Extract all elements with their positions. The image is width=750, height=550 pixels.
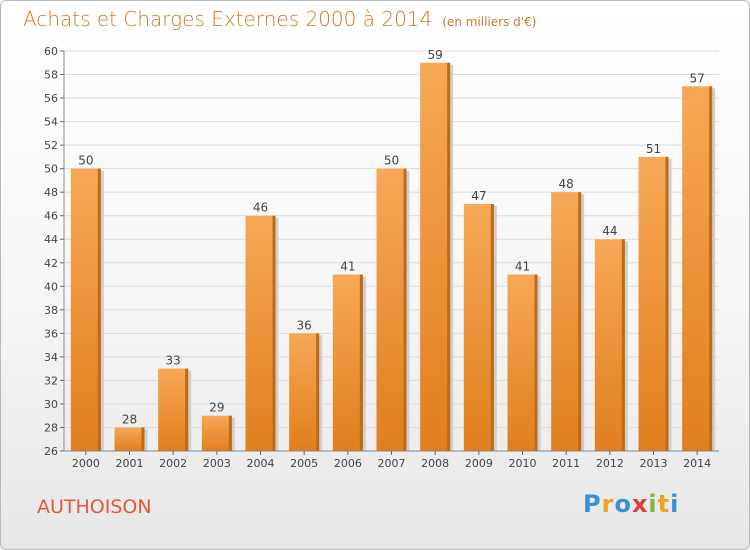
x-tick-label: 2009	[465, 457, 493, 470]
logo-letter: i	[670, 490, 680, 518]
bar-edge	[228, 415, 232, 451]
bar-edge	[665, 156, 669, 451]
chart-title: Achats et Charges Externes 2000 à 2014	[23, 7, 433, 31]
bar-edge	[97, 168, 101, 451]
bar-edge	[621, 239, 625, 451]
x-tick-label: 2006	[334, 457, 362, 470]
chart-title-block: Achats et Charges Externes 2000 à 2014 (e…	[23, 7, 536, 31]
labels: 26 28 30 32 34 36 38 40 42 44 46 48 50 52 54 56 58 60 50 20…	[44, 45, 711, 470]
bar-edge	[709, 86, 713, 451]
bar	[551, 192, 582, 452]
data-label: 59	[428, 48, 443, 62]
chart-unit: (en milliers d'€)	[442, 15, 537, 29]
y-tick-label: 44	[44, 233, 58, 246]
logo-letter: r	[601, 490, 615, 518]
y-tick-label: 52	[44, 139, 58, 152]
bar-edge	[490, 203, 494, 451]
bar	[376, 168, 407, 451]
x-tick-label: 2013	[640, 457, 668, 470]
data-label: 28	[122, 412, 137, 426]
bar-edge	[534, 274, 538, 451]
x-tick-label: 2012	[596, 457, 624, 470]
proxiti-logo: Proxiti	[583, 490, 679, 518]
bar-edge	[403, 168, 407, 451]
bar	[463, 203, 494, 451]
y-tick-label: 50	[44, 163, 58, 176]
commune-name: AUTHOISON	[37, 496, 152, 518]
bar	[332, 274, 363, 451]
x-tick-label: 2001	[116, 457, 144, 470]
bar	[114, 427, 145, 451]
bar	[201, 415, 232, 451]
y-tick-label: 42	[44, 257, 58, 270]
y-tick-label: 56	[44, 92, 58, 105]
data-label: 51	[646, 142, 661, 156]
bars	[70, 62, 716, 452]
bar	[638, 156, 669, 451]
data-label: 36	[297, 318, 312, 332]
data-label: 57	[690, 71, 705, 85]
x-tick-label: 2014	[683, 457, 711, 470]
y-tick-label: 34	[44, 351, 58, 364]
bar-edge	[447, 62, 451, 451]
bar-edge	[578, 192, 582, 452]
data-label: 50	[384, 154, 399, 168]
x-tick-label: 2003	[203, 457, 231, 470]
x-tick-label: 2008	[421, 457, 449, 470]
y-tick-label: 60	[44, 45, 58, 58]
x-tick-label: 2000	[72, 457, 100, 470]
y-tick-label: 38	[44, 304, 58, 317]
data-label: 29	[209, 401, 224, 415]
y-tick-label: 30	[44, 398, 58, 411]
bar-edge	[141, 427, 145, 451]
data-label: 48	[559, 177, 574, 191]
y-tick-label: 28	[44, 421, 58, 434]
data-label: 44	[602, 224, 617, 238]
bar	[507, 274, 538, 451]
data-label: 50	[78, 154, 93, 168]
bar	[158, 368, 189, 451]
data-label: 47	[471, 189, 486, 203]
bar	[70, 168, 101, 451]
bar-edge	[185, 368, 189, 451]
logo-letter: x	[631, 490, 649, 518]
axes	[60, 50, 719, 455]
bar	[594, 239, 625, 451]
logo-letter: i	[648, 490, 658, 518]
data-label: 46	[253, 201, 268, 215]
logo-letter: t	[657, 490, 671, 518]
y-tick-label: 40	[44, 280, 58, 293]
y-tick-label: 26	[44, 445, 58, 458]
y-tick-label: 58	[44, 69, 58, 82]
bar	[245, 215, 276, 451]
data-label: 33	[166, 354, 181, 368]
bar-edge	[272, 215, 276, 451]
bar	[420, 62, 451, 451]
x-tick-label: 2010	[509, 457, 537, 470]
x-tick-label: 2002	[159, 457, 187, 470]
y-tick-label: 32	[44, 374, 58, 387]
bar-edge	[316, 333, 320, 451]
bar	[289, 333, 320, 451]
logo-letter: P	[583, 490, 602, 518]
x-tick-label: 2005	[290, 457, 318, 470]
data-label: 41	[515, 260, 530, 274]
y-tick-label: 36	[44, 327, 58, 340]
y-tick-label: 48	[44, 186, 58, 199]
bar-edge	[359, 274, 363, 451]
bar	[682, 86, 713, 451]
x-tick-label: 2011	[552, 457, 580, 470]
y-tick-label: 46	[44, 210, 58, 223]
logo-letter: o	[614, 490, 632, 518]
x-tick-label: 2004	[247, 457, 275, 470]
data-label: 41	[340, 260, 355, 274]
x-tick-label: 2007	[378, 457, 406, 470]
y-tick-label: 54	[44, 116, 58, 129]
